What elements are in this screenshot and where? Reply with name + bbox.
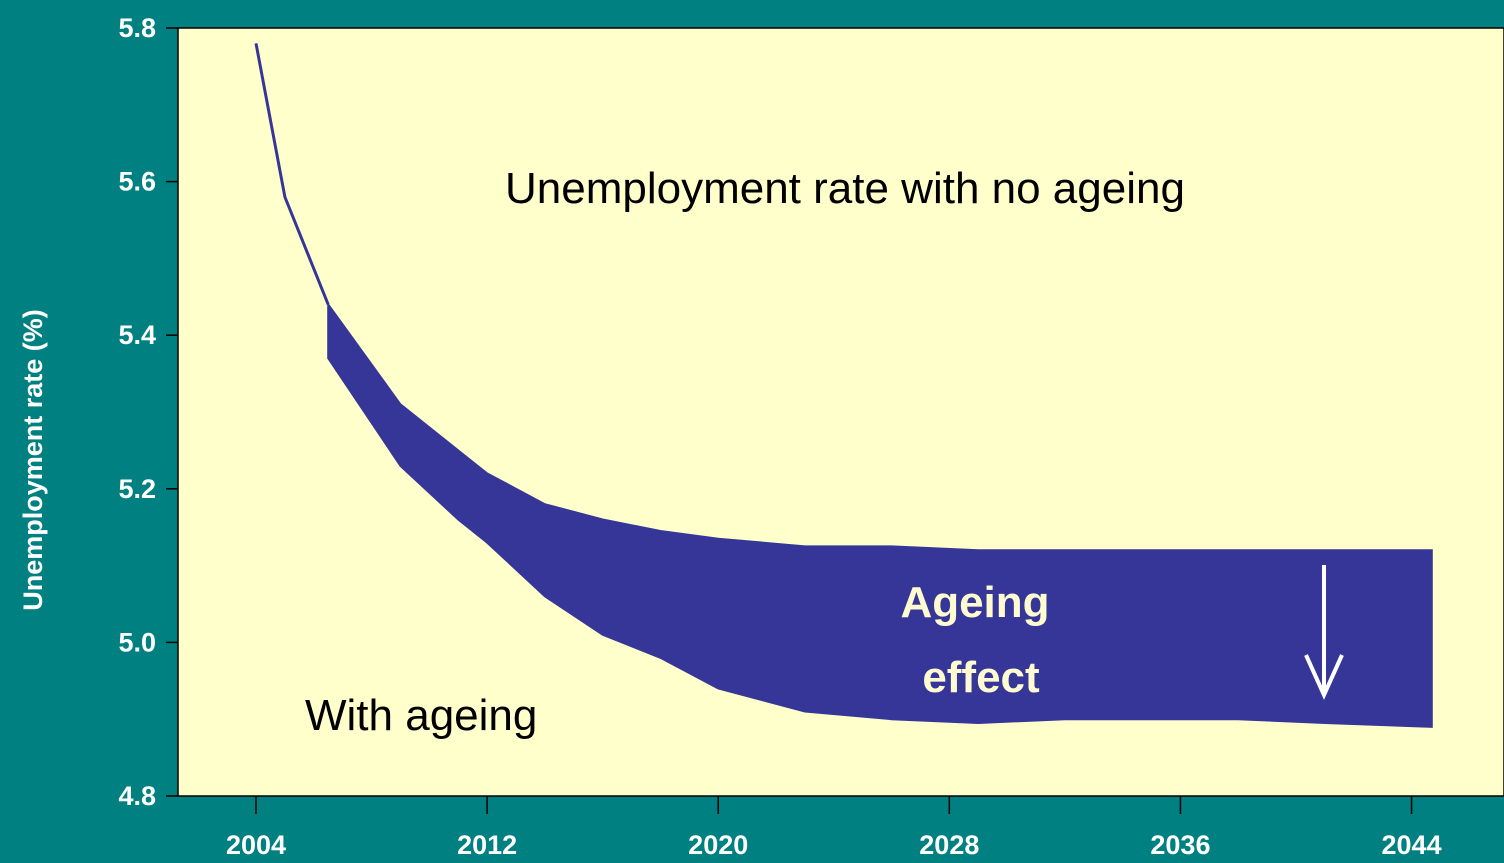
- ageing-effect-band: [327, 301, 1433, 728]
- ageing-effect-label-line1: Ageing: [900, 578, 1049, 627]
- x-tick-label: 2044: [1382, 830, 1442, 860]
- series-line-no-ageing: [254, 43, 330, 306]
- y-tick-label: 5.0: [118, 627, 156, 657]
- y-tick-label: 4.8: [118, 781, 156, 811]
- y-axis-title: Unemployment rate (%): [18, 309, 48, 611]
- y-tick-label: 5.8: [118, 13, 156, 43]
- x-axis: 2004 2012 2020 2028 2036 2044: [226, 796, 1442, 860]
- y-axis: 4.8 5.0 5.2 5.4 5.6 5.8: [118, 13, 178, 811]
- x-tick-label: 2036: [1150, 830, 1210, 860]
- down-arrow-icon: [1304, 565, 1344, 700]
- y-tick-label: 5.2: [118, 474, 156, 504]
- x-tick-label: 2028: [919, 830, 979, 860]
- x-tick-label: 2012: [457, 830, 517, 860]
- x-tick-label: 2020: [688, 830, 748, 860]
- y-tick-label: 5.4: [118, 320, 156, 350]
- with-ageing-annotation: With ageing: [305, 691, 537, 740]
- no-ageing-annotation: Unemployment rate with no ageing: [505, 164, 1185, 213]
- x-tick-label: 2004: [226, 830, 286, 860]
- y-tick-label: 5.6: [118, 167, 156, 197]
- ageing-effect-label-line2: effect: [922, 653, 1040, 702]
